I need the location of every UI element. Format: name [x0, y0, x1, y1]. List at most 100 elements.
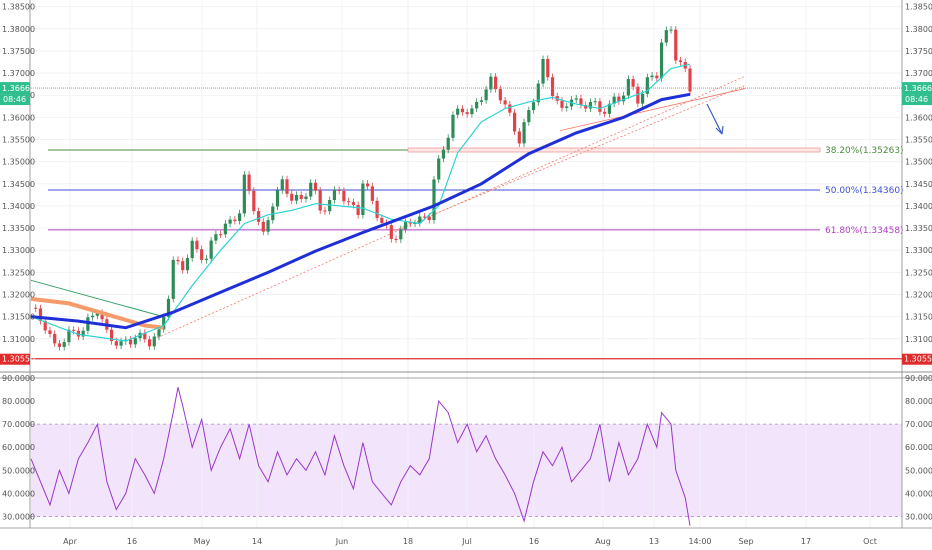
price-tick-left: 1.35500 — [2, 136, 35, 145]
candle-body — [617, 96, 621, 102]
time-tick: Apr — [63, 537, 78, 546]
candle-body — [261, 221, 265, 232]
fib-618-label: 61.80%(1.33458) — [825, 226, 904, 236]
candle-body — [304, 196, 308, 200]
candle-body — [266, 220, 270, 232]
candle-body — [309, 182, 313, 197]
candle-body — [119, 341, 123, 346]
rsi-tick-left: 30.0000 — [2, 512, 35, 521]
upward-trendline-3 — [559, 88, 746, 132]
price-tick-right: 1.38000 — [905, 25, 932, 34]
candle-body — [219, 234, 223, 236]
candle-body — [650, 75, 654, 78]
candle-body — [399, 229, 403, 240]
rsi-tick-left: 90.0000 — [2, 374, 35, 383]
candle-body — [323, 210, 327, 212]
candle-body — [603, 111, 607, 114]
price-pane — [0, 0, 902, 372]
rsi-tick-right: 40.0000 — [905, 489, 932, 498]
price-tick-right: 1.38500 — [905, 3, 932, 12]
candle-body — [200, 249, 204, 260]
time-tick: May — [194, 537, 211, 546]
candle-body — [318, 190, 322, 211]
candle-body — [76, 330, 81, 337]
price-tick-left: 1.33500 — [2, 224, 35, 233]
candle-body — [233, 219, 237, 221]
candle-body — [541, 58, 545, 84]
candle-body — [612, 96, 616, 104]
candle-body — [133, 338, 137, 345]
candle-body — [109, 329, 114, 342]
price-tick-left: 1.37000 — [2, 69, 35, 78]
upward-trendline-2 — [394, 85, 746, 231]
current-price-right-label: 1.36661 — [904, 84, 932, 93]
candle-body — [574, 98, 578, 100]
candle-body — [456, 108, 460, 115]
time-tick: Sep — [738, 537, 753, 546]
rsi-tick-right: 30.0000 — [905, 512, 932, 521]
candle-body — [588, 102, 593, 109]
candle-body — [460, 108, 465, 113]
price-axis-right: 1.385001.380001.375001.370001.365001.360… — [905, 3, 932, 344]
candle-body — [91, 315, 95, 318]
price-tick-left: 1.36000 — [2, 113, 35, 122]
candle-body — [465, 112, 469, 115]
candle-body — [252, 190, 256, 212]
candle-body — [536, 83, 540, 103]
fib-500-label: 50.00%(1.34360) — [825, 186, 904, 196]
rsi-tick-left: 80.0000 — [2, 397, 35, 406]
candle-body — [347, 201, 351, 203]
candle-body — [560, 100, 564, 108]
candle-body — [640, 93, 645, 104]
price-tick-right: 1.31000 — [905, 335, 932, 344]
price-tick-right: 1.35000 — [905, 158, 932, 167]
candle-body — [275, 190, 280, 207]
candle-body — [418, 216, 422, 224]
candle-body — [190, 240, 194, 259]
candle-body — [475, 101, 479, 109]
candle-body — [228, 219, 232, 224]
candle-body — [238, 213, 242, 221]
candle-body — [446, 137, 450, 150]
candle-body — [181, 261, 185, 271]
candle-body — [503, 100, 507, 105]
support-left-label: 1.30550 — [2, 355, 35, 364]
ma-orange-line — [30, 296, 164, 330]
candle-body — [626, 79, 630, 96]
candle-body — [299, 194, 303, 200]
candle-body — [72, 329, 76, 331]
downward-trendline — [30, 279, 161, 317]
candle-body — [403, 222, 408, 230]
price-tick-right: 1.32500 — [905, 268, 932, 277]
candle-body — [408, 222, 412, 224]
rsi-tick-right: 60.0000 — [905, 443, 932, 452]
candle-body — [427, 216, 431, 221]
candle-body — [655, 75, 659, 79]
rsi-tick-left: 50.0000 — [2, 466, 35, 475]
ma-blue-line — [30, 92, 691, 330]
rsi-axis-right: 90.0000 80.0000 70.0000 60.0000 50.0000 40.00… — [905, 374, 932, 521]
candle-body — [204, 258, 209, 260]
candle-body — [479, 100, 483, 102]
price-tick-left: 1.34500 — [2, 180, 35, 189]
ma-cyan-line — [30, 63, 691, 342]
rsi-tick-left: 70.0000 — [2, 420, 35, 429]
price-tick-right: 1.33500 — [905, 224, 932, 233]
rsi-line — [30, 387, 691, 526]
candle-body — [508, 104, 512, 113]
price-tick-right: 1.36000 — [905, 113, 932, 122]
time-tick: 18 — [403, 537, 413, 546]
time-tick: 17 — [801, 537, 811, 546]
candle-body — [579, 98, 583, 105]
candle-body — [598, 101, 602, 112]
candle-body — [86, 317, 90, 331]
rsi-tick-left: 60.0000 — [2, 443, 35, 452]
candle-body — [550, 77, 555, 97]
price-tick-right: 1.34500 — [905, 180, 932, 189]
candle-body — [432, 179, 436, 221]
price-tick-left: 1.32500 — [2, 268, 35, 277]
candle-body — [370, 186, 374, 201]
candle-body — [593, 101, 597, 103]
candle-body — [470, 108, 474, 115]
candle-body — [209, 240, 213, 259]
